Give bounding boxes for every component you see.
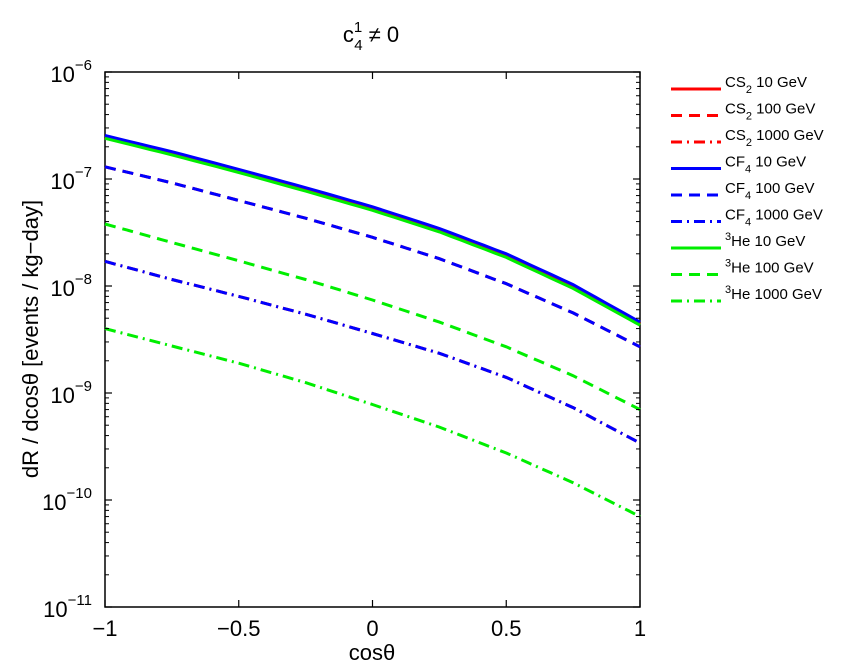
legend-label: CF4 1000 GeV bbox=[725, 207, 823, 229]
legend-post: 1000 GeV bbox=[752, 127, 824, 144]
legend-item: 3He 100 GeV bbox=[671, 258, 814, 277]
title-sup: 1 bbox=[354, 19, 362, 36]
legend-post: 10 GeV bbox=[752, 74, 807, 91]
plot-area bbox=[104, 71, 641, 608]
y-tick-label: 10−7 bbox=[50, 164, 92, 194]
legend-main: CF bbox=[725, 154, 745, 171]
y-tick-base: 10 bbox=[50, 276, 74, 301]
x-tick-label: −1 bbox=[92, 616, 117, 641]
legend-item: CF4 10 GeV bbox=[671, 154, 806, 176]
series-line-3he-10-gev bbox=[104, 136, 641, 327]
series-line-cf4-10-gev bbox=[104, 134, 641, 324]
legend-sub: 2 bbox=[746, 84, 752, 96]
legend-item: 3He 1000 GeV bbox=[671, 284, 822, 303]
series-line-3he-100-gev bbox=[104, 222, 641, 411]
legend-main: CF bbox=[725, 207, 745, 224]
chart-title: c1 4 ≠ 0 bbox=[343, 19, 399, 54]
legend-sup: 3 bbox=[725, 231, 731, 243]
legend-main: He bbox=[731, 260, 750, 277]
legend-post: 100 GeV bbox=[752, 101, 815, 118]
y-tick-label: 10−11 bbox=[43, 592, 92, 622]
y-tick-label: 10−8 bbox=[50, 271, 92, 301]
legend-item: CS2 1000 GeV bbox=[671, 127, 824, 149]
y-tick-base: 10 bbox=[50, 383, 74, 408]
y-axis-label: dR / dcosθ [events / kg−day] bbox=[18, 200, 43, 478]
y-tick-base: 10 bbox=[50, 169, 74, 194]
series-line-cs2-100-gev bbox=[104, 165, 641, 349]
title-sub: 4 bbox=[354, 37, 362, 54]
legend-post: 100 GeV bbox=[751, 180, 814, 197]
x-tick-label: 1 bbox=[634, 616, 646, 641]
legend-label: CS2 10 GeV bbox=[725, 74, 807, 96]
x-tick-label: −0.5 bbox=[217, 616, 260, 641]
legend-sub: 2 bbox=[746, 111, 752, 123]
legend-post: 10 GeV bbox=[750, 233, 805, 250]
legend-item: CS2 100 GeV bbox=[671, 101, 815, 123]
x-axis-label: cosθ bbox=[349, 640, 395, 665]
legend-sub: 4 bbox=[745, 164, 751, 176]
legend-label: 3He 100 GeV bbox=[725, 258, 814, 277]
legend-label: 3He 1000 GeV bbox=[725, 284, 822, 303]
plot-frame bbox=[104, 71, 641, 608]
legend-post: 10 GeV bbox=[751, 154, 806, 171]
legend-post: 100 GeV bbox=[750, 260, 813, 277]
y-tick-exp: −8 bbox=[75, 271, 92, 288]
y-tick-exp: −6 bbox=[75, 57, 92, 74]
title-base: c bbox=[343, 22, 354, 47]
legend-main: He bbox=[731, 286, 750, 303]
title-rest: ≠ 0 bbox=[363, 22, 400, 47]
legend-item: CF4 1000 GeV bbox=[671, 207, 823, 229]
legend-post: 1000 GeV bbox=[751, 207, 823, 224]
y-tick-label: 10−10 bbox=[42, 485, 92, 515]
legend-label: CS2 1000 GeV bbox=[725, 127, 824, 149]
legend-item: CF4 100 GeV bbox=[671, 180, 815, 202]
series-layer bbox=[104, 134, 641, 518]
y-tick-base: 10 bbox=[50, 62, 74, 87]
legend-main: CF bbox=[725, 180, 745, 197]
legend-item: 3He 10 GeV bbox=[671, 231, 805, 250]
legend-sup: 3 bbox=[725, 258, 731, 270]
y-tick-label: 10−6 bbox=[50, 57, 92, 87]
y-tick-base: 10 bbox=[42, 490, 66, 515]
series-line-cf4-100-gev bbox=[104, 165, 641, 349]
x-tick-label: 0 bbox=[366, 616, 378, 641]
legend-sub: 4 bbox=[745, 217, 751, 229]
legend-main: He bbox=[731, 233, 750, 250]
legend-label: CF4 100 GeV bbox=[725, 180, 815, 202]
y-tick-exp: −10 bbox=[67, 485, 92, 502]
legend-main: CS bbox=[725, 74, 746, 91]
legend-label: CS2 100 GeV bbox=[725, 101, 815, 123]
series-line-3he-1000-gev bbox=[104, 327, 641, 518]
legend-post: 1000 GeV bbox=[750, 286, 822, 303]
x-tick-label: 0.5 bbox=[491, 616, 522, 641]
series-line-cs2-1000-gev bbox=[104, 259, 641, 445]
legend-label: CF4 10 GeV bbox=[725, 154, 806, 176]
legend-item: CS2 10 GeV bbox=[671, 74, 807, 96]
legend-sup: 3 bbox=[725, 284, 731, 296]
series-line-cf4-1000-gev bbox=[104, 259, 641, 445]
y-tick-exp: −7 bbox=[75, 164, 92, 181]
legend-label: 3He 10 GeV bbox=[725, 231, 805, 250]
y-tick-label: 10−9 bbox=[50, 378, 92, 408]
y-tick-exp: −9 bbox=[75, 378, 92, 395]
series-line-cs2-10-gev bbox=[104, 135, 641, 326]
y-tick-exp: −11 bbox=[68, 592, 92, 609]
legend-sub: 2 bbox=[746, 137, 752, 149]
legend-main: CS bbox=[725, 127, 746, 144]
legend-main: CS bbox=[725, 101, 746, 118]
y-tick-base: 10 bbox=[43, 597, 67, 622]
legend-sub: 4 bbox=[745, 190, 751, 202]
